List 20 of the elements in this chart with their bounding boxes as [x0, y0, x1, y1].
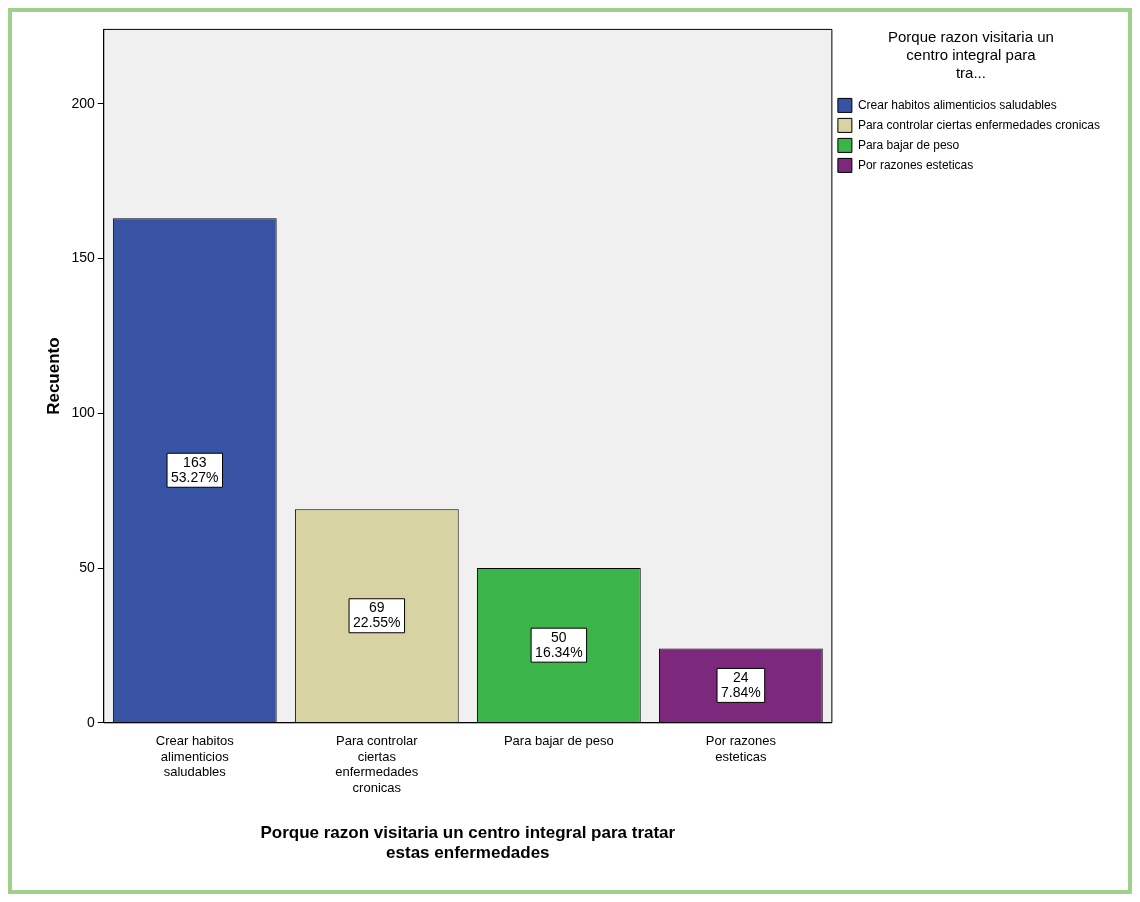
data-label: 69 22.55% [353, 599, 401, 631]
legend-label: Crear habitos alimenticios saludables [857, 97, 1057, 112]
x-tick-label: Por razones esteticas [705, 733, 777, 764]
x-tick-label: Para bajar de peso [503, 733, 614, 749]
data-label: 163 53.27% [171, 453, 219, 485]
y-tick-label: 200 [71, 94, 95, 111]
legend-label: Para bajar de peso [857, 137, 960, 152]
legend-label: Por razones esteticas [857, 157, 974, 172]
legend-title: Porque razon visitaria un centro integral para tra... [887, 27, 1054, 81]
x-tick-label: Para controlar ciertas enfermedades cronicas [335, 733, 419, 795]
x-tick-label: Crear habitos alimenticios saludables [155, 733, 235, 780]
legend-label: Para controlar ciertas enfermedades cronicas [857, 117, 1101, 132]
y-tick-label: 50 [79, 558, 95, 575]
data-label: 24 7.84% [721, 668, 761, 700]
y-tick-label: 0 [86, 713, 95, 730]
x-axis-title: Porque razon visitaria un centro integral para tratar estas enfermedades [260, 823, 676, 863]
y-axis-title: Recuento [43, 337, 63, 415]
y-tick-label: 150 [71, 249, 95, 266]
y-tick-label: 100 [71, 404, 95, 421]
data-label: 50 16.34% [535, 628, 583, 660]
